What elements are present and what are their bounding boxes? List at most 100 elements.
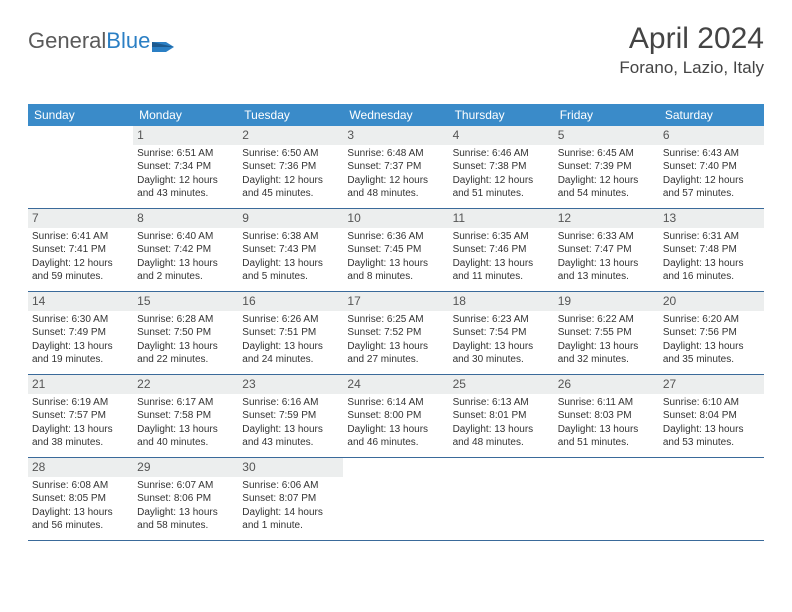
day-cell: [554, 458, 659, 540]
day-number: 29: [137, 460, 150, 474]
flag-icon: [152, 34, 174, 48]
day-number: 6: [663, 128, 670, 142]
day-number: 22: [137, 377, 150, 391]
day-cell: [449, 458, 554, 540]
day-number: 11: [453, 211, 465, 225]
day-number: 13: [663, 211, 676, 225]
sunrise-line: Sunrise: 6:06 AM: [242, 479, 339, 493]
day-number: 1: [137, 128, 144, 142]
day-header-wednesday: Wednesday: [343, 104, 448, 126]
day-cell: 13 Sunrise: 6:31 AMSunset: 7:48 PMDayligh…: [659, 209, 764, 291]
day-cell: 9Sunrise: 6:38 AMSunset: 7:43 PMDaylight…: [238, 209, 343, 291]
calendar: SundayMondayTuesdayWednesdayThursdayFrid…: [28, 104, 764, 541]
day-cell: 1Sunrise: 6:51 AMSunset: 7:34 PMDaylight…: [133, 126, 238, 208]
sunset-line: Sunset: 8:03 PM: [558, 409, 655, 423]
day-number: 20: [663, 294, 676, 308]
day-cell: 11Sunrise: 6:35 AMSunset: 7:46 PMDayligh…: [449, 209, 554, 291]
day-cell: 21Sunrise: 6:19 AMSunset: 7:57 PMDayligh…: [28, 375, 133, 457]
daylight-line: Daylight: 12 hours and 45 minutes.: [242, 174, 339, 201]
sunset-line: Sunset: 7:42 PM: [137, 243, 234, 257]
day-number: 23: [242, 377, 255, 391]
day-cell: 20Sunrise: 6:20 AMSunset: 7:56 PMDayligh…: [659, 292, 764, 374]
day-cell: 26Sunrise: 6:11 AMSunset: 8:03 PMDayligh…: [554, 375, 659, 457]
sunrise-line: Sunrise: 6:10 AM: [663, 396, 760, 410]
sunrise-line: Sunrise: 6:38 AM: [242, 230, 339, 244]
daylight-line: Daylight: 12 hours and 51 minutes.: [453, 174, 550, 201]
day-cell: 14Sunrise: 6:30 AMSunset: 7:49 PMDayligh…: [28, 292, 133, 374]
sunset-line: Sunset: 7:47 PM: [558, 243, 655, 257]
day-cell: 4Sunrise: 6:46 AMSunset: 7:38 PMDaylight…: [449, 126, 554, 208]
sunrise-line: Sunrise: 6:46 AM: [453, 147, 550, 161]
day-number: 10: [347, 211, 360, 225]
sunset-line: Sunset: 7:54 PM: [453, 326, 550, 340]
daylight-line: Daylight: 13 hours and 51 minutes.: [558, 423, 655, 450]
day-number-wrap: 27: [659, 375, 764, 394]
daylight-line: Daylight: 13 hours and 16 minutes.: [663, 257, 760, 284]
day-cell: 10Sunrise: 6:36 AMSunset: 7:45 PMDayligh…: [343, 209, 448, 291]
sunset-line: Sunset: 8:06 PM: [137, 492, 234, 506]
logo-text-blue: Blue: [106, 28, 150, 54]
day-number: 21: [32, 377, 45, 391]
sunset-line: Sunset: 8:07 PM: [242, 492, 339, 506]
day-number: 9: [242, 211, 249, 225]
sunrise-line: Sunrise: 6:48 AM: [347, 147, 444, 161]
sunset-line: Sunset: 8:04 PM: [663, 409, 760, 423]
daylight-line: Daylight: 13 hours and 24 minutes.: [242, 340, 339, 367]
daylight-line: Daylight: 13 hours and 58 minutes.: [137, 506, 234, 533]
daylight-line: Daylight: 13 hours and 2 minutes.: [137, 257, 234, 284]
day-number-wrap: 7: [28, 209, 133, 228]
day-number-wrap: 21: [28, 375, 133, 394]
daylight-line: Daylight: 13 hours and 13 minutes.: [558, 257, 655, 284]
day-cell: 3Sunrise: 6:48 AMSunset: 7:37 PMDaylight…: [343, 126, 448, 208]
day-number-wrap: 8: [133, 209, 238, 228]
day-cell: 12Sunrise: 6:33 AMSunset: 7:47 PMDayligh…: [554, 209, 659, 291]
day-cell: 27Sunrise: 6:10 AMSunset: 8:04 PMDayligh…: [659, 375, 764, 457]
day-number: 7: [32, 211, 39, 225]
sunset-line: Sunset: 7:37 PM: [347, 160, 444, 174]
sunset-line: Sunset: 7:46 PM: [453, 243, 550, 257]
day-cell: 17Sunrise: 6:25 AMSunset: 7:52 PMDayligh…: [343, 292, 448, 374]
sunrise-line: Sunrise: 6:08 AM: [32, 479, 129, 493]
day-number-wrap: 18: [449, 292, 554, 311]
day-number-wrap: 17: [343, 292, 448, 311]
day-number: 14: [32, 294, 45, 308]
sunrise-line: Sunrise: 6:45 AM: [558, 147, 655, 161]
sunrise-line: Sunrise: 6:50 AM: [242, 147, 339, 161]
sunrise-line: Sunrise: 6:07 AM: [137, 479, 234, 493]
day-cell: 22Sunrise: 6:17 AMSunset: 7:58 PMDayligh…: [133, 375, 238, 457]
day-header-saturday: Saturday: [659, 104, 764, 126]
day-number-wrap: 19: [554, 292, 659, 311]
sunset-line: Sunset: 7:49 PM: [32, 326, 129, 340]
day-number: 3: [347, 128, 354, 142]
sunrise-line: Sunrise: 6:20 AM: [663, 313, 760, 327]
sunrise-line: Sunrise: 6:31 AM: [663, 230, 760, 244]
daylight-line: Daylight: 13 hours and 43 minutes.: [242, 423, 339, 450]
daylight-line: Daylight: 13 hours and 40 minutes.: [137, 423, 234, 450]
sunset-line: Sunset: 7:59 PM: [242, 409, 339, 423]
daylight-line: Daylight: 13 hours and 46 minutes.: [347, 423, 444, 450]
sunset-line: Sunset: 7:36 PM: [242, 160, 339, 174]
day-number-wrap: 26: [554, 375, 659, 394]
day-cell: 16Sunrise: 6:26 AMSunset: 7:51 PMDayligh…: [238, 292, 343, 374]
sunset-line: Sunset: 7:56 PM: [663, 326, 760, 340]
day-number-wrap: 24: [343, 375, 448, 394]
daylight-line: Daylight: 13 hours and 56 minutes.: [32, 506, 129, 533]
day-number: 17: [347, 294, 360, 308]
sunrise-line: Sunrise: 6:36 AM: [347, 230, 444, 244]
day-number-wrap: 2: [238, 126, 343, 145]
day-number-wrap: 30: [238, 458, 343, 477]
day-cell: [28, 126, 133, 208]
day-number: 5: [558, 128, 565, 142]
sunrise-line: Sunrise: 6:22 AM: [558, 313, 655, 327]
day-cell: 6Sunrise: 6:43 AMSunset: 7:40 PMDaylight…: [659, 126, 764, 208]
day-number-wrap: 20: [659, 292, 764, 311]
day-number-wrap: 6: [659, 126, 764, 145]
sunrise-line: Sunrise: 6:13 AM: [453, 396, 550, 410]
sunset-line: Sunset: 7:48 PM: [663, 243, 760, 257]
daylight-line: Daylight: 13 hours and 30 minutes.: [453, 340, 550, 367]
day-number-wrap: 10: [343, 209, 448, 228]
day-cell: 15Sunrise: 6:28 AMSunset: 7:50 PMDayligh…: [133, 292, 238, 374]
sunset-line: Sunset: 7:55 PM: [558, 326, 655, 340]
day-cell: 24Sunrise: 6:14 AMSunset: 8:00 PMDayligh…: [343, 375, 448, 457]
sunset-line: Sunset: 7:50 PM: [137, 326, 234, 340]
